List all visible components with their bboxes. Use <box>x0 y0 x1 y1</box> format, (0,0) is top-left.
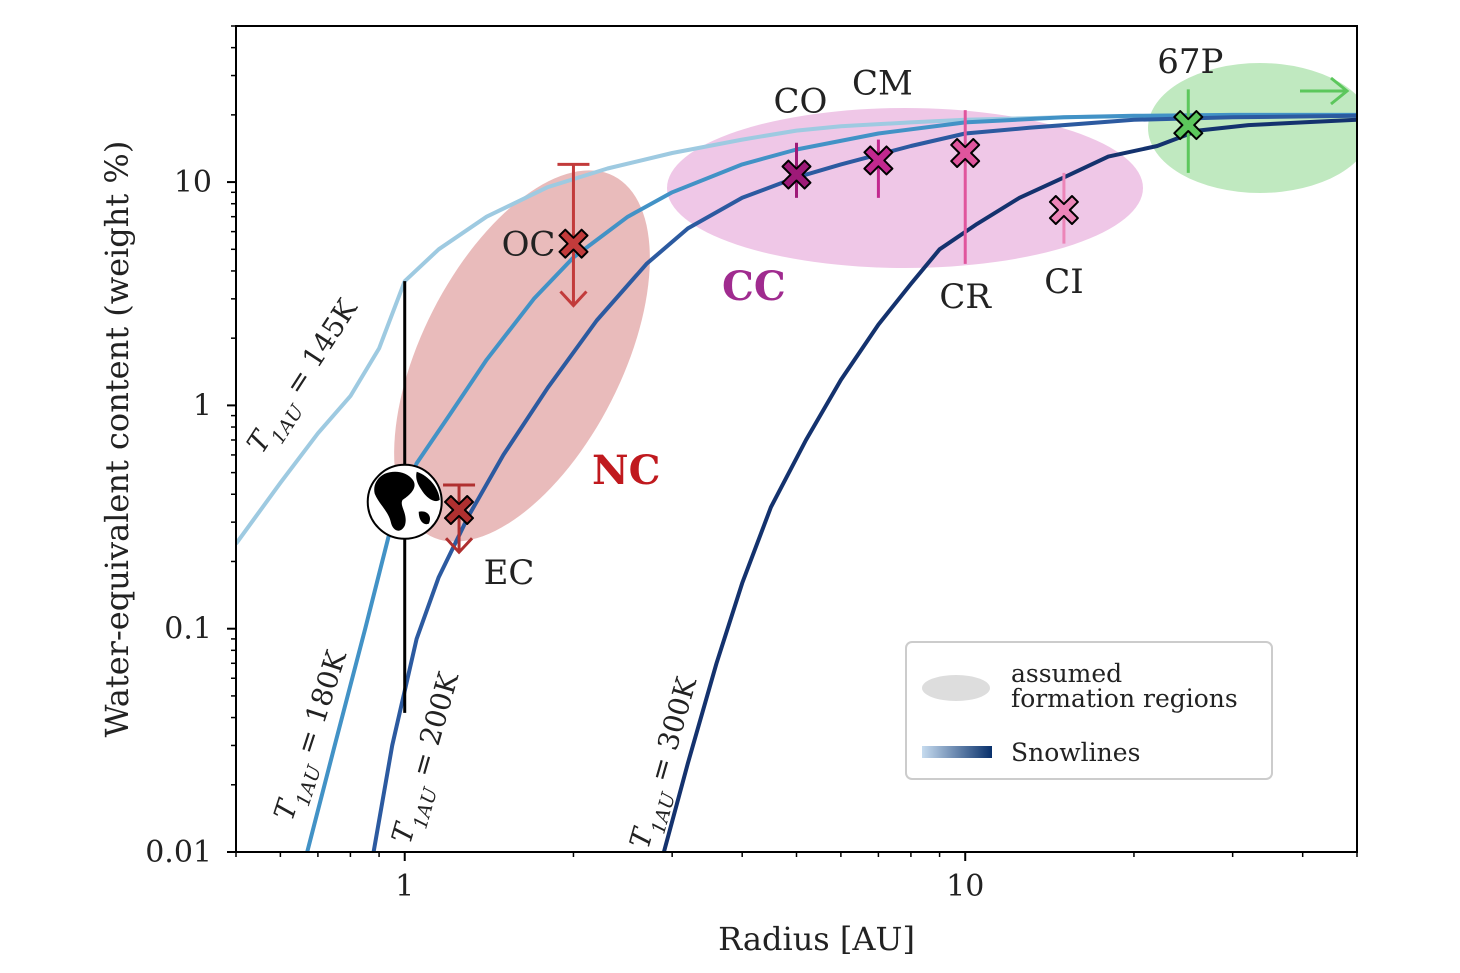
earth-globe-icon <box>366 463 443 540</box>
region-nc <box>394 170 650 542</box>
point-label-67p: 67P <box>1157 42 1223 82</box>
point-cm: CM <box>852 63 913 198</box>
legend-ellipse-swatch <box>922 675 990 701</box>
cross-marker-icon <box>1048 195 1079 225</box>
y-tick-label: 1 <box>193 388 212 423</box>
snowline-curve-3 <box>371 113 1357 852</box>
point-ci: CI <box>1044 172 1084 302</box>
snowline-label-2: T1AU = 180K <box>267 645 362 827</box>
point-label-cr: CR <box>939 277 992 317</box>
snowline-label-4: T1AU = 300K <box>623 672 712 854</box>
meteorite-points: OC EC CO CM CR CI 67P <box>443 42 1223 593</box>
region-cc <box>667 108 1143 268</box>
x-tick-label: 1 <box>395 869 414 904</box>
comet-arrow-head-icon <box>1330 76 1350 106</box>
cross-marker-icon <box>558 228 589 259</box>
cross-marker-icon <box>863 145 894 176</box>
down-arrow-icon <box>444 537 474 555</box>
cross-marker-icon <box>781 159 812 190</box>
point-cr: CR <box>939 110 992 317</box>
cross-marker-icon <box>444 495 474 525</box>
cross-marker-icon <box>1173 110 1204 141</box>
x-tick-label: 10 <box>946 869 984 904</box>
point-label-ec: EC <box>484 553 535 593</box>
legend-label-2: Snowlines <box>1011 738 1140 767</box>
point-label-oc: OC <box>502 225 556 265</box>
x-axis-label: Radius [AU] <box>718 920 915 958</box>
cross-marker-icon <box>950 138 981 168</box>
legend-label-1b: formation regions <box>1011 684 1238 713</box>
point-oc: OC <box>502 162 590 308</box>
y-axis-label: Water-equivalent content (weight %) <box>98 141 136 738</box>
earth-marker <box>366 281 443 713</box>
point-label-co: CO <box>774 82 828 122</box>
point-ec: EC <box>443 483 535 593</box>
legend-gradient-swatch <box>922 746 992 758</box>
y-tick-label: 0.1 <box>164 612 212 647</box>
down-arrow-icon <box>559 290 588 308</box>
region-label-nc: NC <box>592 447 660 494</box>
formation-regions: NC CC <box>394 63 1357 542</box>
region-comet <box>1148 63 1357 193</box>
legend-label-1a: assumed <box>1011 659 1122 688</box>
point-67p: 67P <box>1157 42 1223 173</box>
legend-box <box>905 641 1273 780</box>
point-label-ci: CI <box>1044 262 1083 302</box>
axes: 1 10 0.01 0.1 1 10 Radius [AU] Water-equivalent… <box>98 25 1358 958</box>
snowline-label-3: T1AU = 200K <box>385 667 474 849</box>
snowline-label-1: T1AU = 145K <box>240 292 372 464</box>
y-tick-label: 10 <box>174 165 212 200</box>
point-co: CO <box>774 82 828 198</box>
point-label-cm: CM <box>852 63 913 103</box>
y-tick-label: 0.01 <box>145 835 212 870</box>
region-label-cc: CC <box>722 263 786 310</box>
